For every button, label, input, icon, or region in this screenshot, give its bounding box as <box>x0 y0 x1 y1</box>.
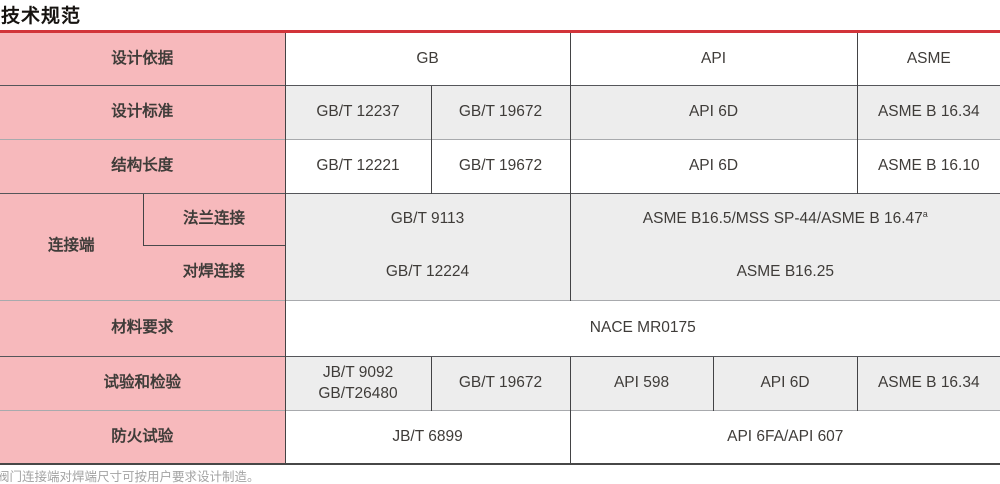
cell-test-c3: API 598 <box>569 355 714 410</box>
spec-table-wrapper: 设计依据 GB API ASME 设计标准 GB/T 12237 GB/T 19… <box>0 30 1000 465</box>
cell-structure-length-asme: ASME B 16.10 <box>856 138 1000 193</box>
cell-test-c5: ASME B 16.34 <box>856 355 1000 410</box>
row-structure-length: 结构长度 GB/T 12221 GB/T 19672 API 6D ASME B… <box>0 138 1000 193</box>
cell-test-c2: GB/T 19672 <box>430 355 571 410</box>
row-material-requirements: 材料要求 NACE MR0175 <box>0 299 1000 356</box>
row-test-inspection: 试验和检验 JB/T 9092 GB/T26480 GB/T 19672 API… <box>0 355 1000 410</box>
cell-structure-length-api: API 6D <box>569 138 858 193</box>
row-label-connection-end: 连接端 <box>0 192 143 300</box>
cell-design-standard-asme: ASME B 16.34 <box>856 84 1000 139</box>
row-label-flange-connection: 法兰连接 <box>142 192 286 245</box>
cell-buttweld-intl: ASME B16.25 <box>569 245 1000 300</box>
cell-header-api: API <box>569 33 858 85</box>
cell-header-asme: ASME <box>856 33 1000 85</box>
row-label-test-inspection: 试验和检验 <box>0 355 286 410</box>
footnote-text: 阀门连接端对焊端尺寸可按用户要求设计制造。 <box>0 470 260 484</box>
cell-design-standard-gb1: GB/T 12237 <box>284 84 432 139</box>
row-label-material-requirements: 材料要求 <box>0 299 286 356</box>
cell-test-c1-line2: GB/T26480 <box>318 385 398 402</box>
row-label-structure-length: 结构长度 <box>0 138 286 193</box>
row-label-design-basis: 设计依据 <box>0 33 286 85</box>
cell-flange-gb: GB/T 9113 <box>284 192 571 245</box>
cell-header-gb: GB <box>284 33 571 85</box>
row-label-design-standard: 设计标准 <box>0 84 286 139</box>
cell-fire-gb: JB/T 6899 <box>284 409 571 463</box>
cell-design-standard-api: API 6D <box>569 84 858 139</box>
row-connection-flange: 连接端 法兰连接 GB/T 9113 ASME B16.5/MSS SP-44/… <box>0 192 1000 300</box>
cell-test-c4: API 6D <box>712 355 858 410</box>
cell-flange-intl: ASME B16.5/MSS SP-44/ASME B 16.47a <box>569 192 1000 245</box>
cell-fire-intl: API 6FA/API 607 <box>569 409 1000 463</box>
cell-test-c1-line1: JB/T 9092 <box>322 364 394 381</box>
page-title: 技术规范 <box>1 6 82 27</box>
cell-test-c1: JB/T 9092 GB/T26480 <box>284 355 432 410</box>
footnote-marker-a: a <box>922 209 928 220</box>
cell-structure-length-gb2: GB/T 19672 <box>430 138 571 193</box>
row-design-standard: 设计标准 GB/T 12237 GB/T 19672 API 6D ASME B… <box>0 84 1000 139</box>
cell-structure-length-gb1: GB/T 12221 <box>284 138 432 193</box>
cell-design-standard-gb2: GB/T 19672 <box>430 84 571 139</box>
cell-buttweld-gb: GB/T 12224 <box>284 245 571 300</box>
row-label-buttweld-connection: 对焊连接 <box>143 244 286 300</box>
row-label-fire-test: 防火试验 <box>0 409 286 463</box>
cell-material-value: NACE MR0175 <box>284 299 1000 356</box>
row-design-basis: 设计依据 GB API ASME <box>0 33 1000 85</box>
row-fire-test: 防火试验 JB/T 6899 API 6FA/API 607 <box>0 409 1000 463</box>
spec-table: 设计依据 GB API ASME 设计标准 GB/T 12237 GB/T 19… <box>0 33 1000 463</box>
row-connection-buttweld: 对焊连接 GB/T 12224 ASME B16.25 <box>0 244 1000 300</box>
cell-flange-intl-text: ASME B16.5/MSS SP-44/ASME B 16.47 <box>642 210 923 228</box>
